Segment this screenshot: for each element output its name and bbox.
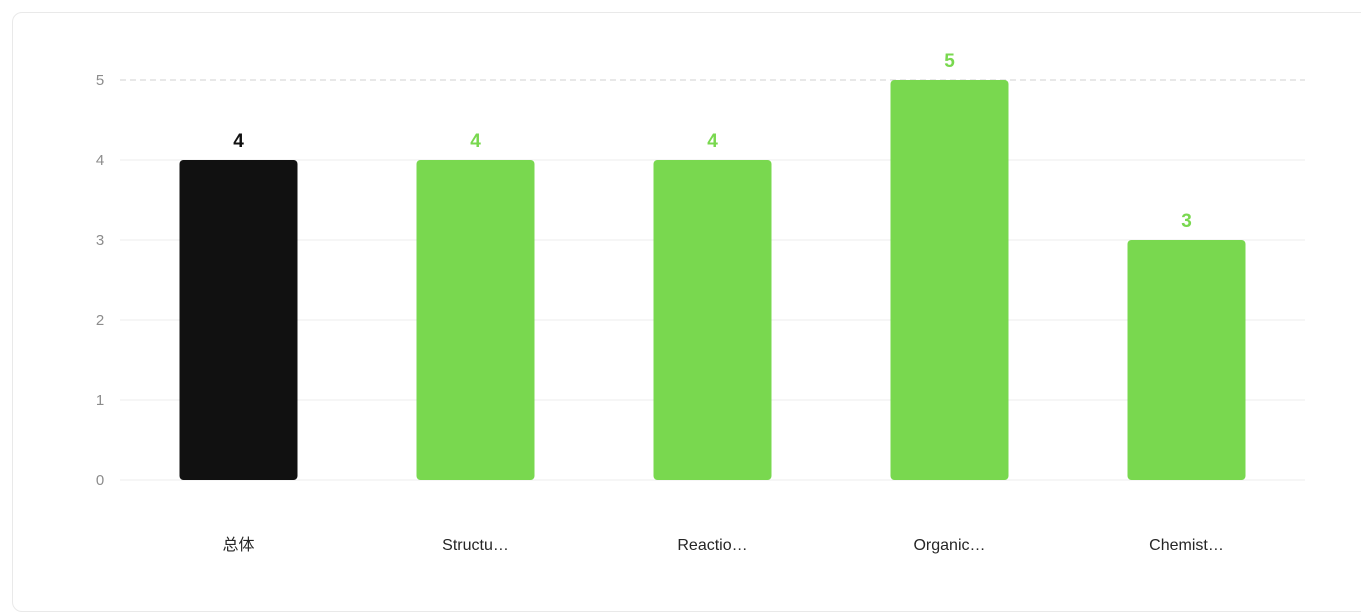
data-label: 4 — [233, 131, 244, 152]
bar — [891, 80, 1009, 480]
x-tick-label: Structu… — [442, 537, 509, 554]
bar-chart: 0 1 2 3 4 5 4 总体 4 Structu… 4 Reactio… 5 Organic… 3 Che… — [0, 0, 1361, 598]
x-tick-label: Reactio… — [677, 537, 747, 554]
y-tick-label: 2 — [96, 312, 104, 329]
data-label: 4 — [470, 131, 481, 152]
y-tick-label: 3 — [96, 232, 104, 249]
bar — [654, 160, 772, 480]
y-tick-label: 0 — [96, 472, 104, 489]
y-tick-label: 1 — [96, 392, 104, 409]
data-label: 3 — [1181, 211, 1192, 232]
x-tick-label: Chemist… — [1149, 537, 1224, 554]
data-label: 4 — [707, 131, 718, 152]
bar — [180, 160, 298, 480]
bar — [417, 160, 535, 480]
bar — [1128, 240, 1246, 480]
y-tick-label: 4 — [96, 152, 104, 169]
x-tick-label: Organic… — [913, 537, 985, 554]
data-label: 5 — [944, 51, 955, 72]
x-tick-label: 总体 — [222, 536, 254, 554]
y-tick-label: 5 — [96, 72, 104, 89]
